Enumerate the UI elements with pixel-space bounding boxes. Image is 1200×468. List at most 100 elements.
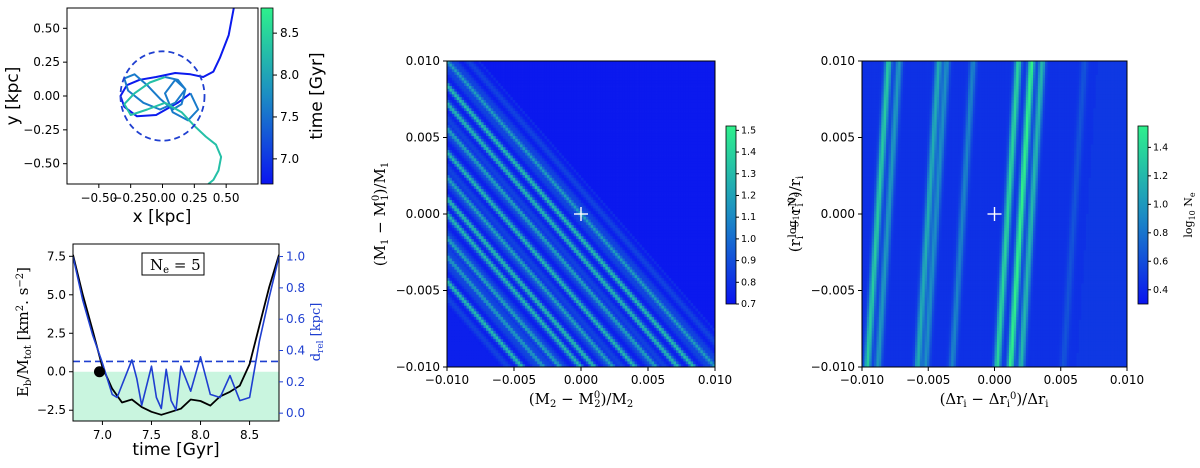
heatmap-cell bbox=[651, 136, 655, 140]
heatmap-cell bbox=[668, 141, 672, 145]
heatmap-cell bbox=[671, 169, 674, 173]
heatmap-cell bbox=[656, 133, 660, 137]
heatmap-cell bbox=[702, 80, 706, 84]
heatmap-cell bbox=[581, 155, 584, 159]
heatmap-cell bbox=[617, 163, 621, 168]
heatmap-cell bbox=[695, 61, 699, 65]
heatmap-cell bbox=[605, 152, 609, 156]
heatmap-cell bbox=[617, 119, 621, 123]
heatmap-cell bbox=[563, 113, 567, 118]
heatmap-cell bbox=[471, 83, 475, 87]
heatmap-cell bbox=[500, 141, 504, 145]
heatmap-cell bbox=[637, 124, 640, 129]
heatmap-cell bbox=[498, 72, 501, 76]
heatmap-cell bbox=[617, 105, 621, 109]
heatmap-cell bbox=[585, 158, 589, 162]
heatmap-cell bbox=[693, 152, 696, 156]
heatmap-cell bbox=[473, 63, 477, 67]
heatmap-cell bbox=[663, 127, 667, 131]
heatmap-cell bbox=[598, 86, 601, 90]
heatmap-cell bbox=[527, 119, 531, 123]
heatmap-cell bbox=[617, 86, 621, 90]
heatmap-cell bbox=[500, 144, 504, 148]
heatmap-cell bbox=[554, 69, 558, 73]
heatmap-cell bbox=[654, 113, 657, 118]
heatmap-cell bbox=[505, 77, 509, 81]
heatmap-cell bbox=[646, 91, 650, 95]
heatmap-cell bbox=[595, 183, 599, 187]
heatmap-cell bbox=[590, 83, 594, 87]
heatmap-cell bbox=[493, 66, 497, 70]
heatmap-cell bbox=[651, 99, 655, 104]
heatmap-cell bbox=[646, 130, 650, 134]
energy-y-tick-label-right: 0.4 bbox=[286, 344, 305, 358]
heatmap-cell bbox=[488, 141, 492, 145]
heatmap-cell bbox=[697, 130, 701, 134]
heatmap-cell bbox=[676, 119, 679, 123]
heatmap-cell bbox=[571, 122, 575, 126]
heatmap-cell bbox=[561, 86, 565, 90]
heatmap-cell bbox=[588, 61, 592, 65]
heatmap-cell bbox=[505, 138, 509, 143]
heatmap-cell bbox=[490, 77, 494, 81]
heatmap-cell bbox=[510, 66, 514, 70]
heatmap-cell bbox=[461, 124, 465, 129]
heatmap-cell bbox=[515, 108, 519, 112]
heatmap-cell bbox=[461, 102, 465, 106]
heatmap-cell bbox=[471, 172, 475, 176]
heatmap-cell bbox=[673, 136, 677, 140]
heatmap-cell bbox=[559, 99, 562, 104]
heatmap-cell bbox=[578, 127, 582, 131]
heatmap-cell bbox=[697, 69, 701, 73]
heatmap-cell bbox=[529, 86, 533, 90]
heatmap-cell bbox=[483, 83, 487, 87]
heatmap-cell bbox=[500, 86, 504, 90]
heatmap-cell bbox=[539, 66, 543, 70]
heatmap-cell bbox=[544, 88, 548, 92]
heatmap-cell bbox=[607, 122, 611, 126]
heatmap-cell bbox=[468, 72, 472, 76]
heatmap-cell bbox=[490, 97, 494, 101]
heatmap-cell bbox=[607, 130, 611, 134]
heatmap-cell bbox=[622, 122, 626, 126]
heatmap-cell bbox=[585, 113, 589, 118]
heatmap-cell bbox=[471, 141, 475, 145]
heatmap-cell bbox=[578, 74, 582, 79]
heatmap-cell bbox=[527, 127, 531, 131]
heatmap-cell bbox=[668, 61, 672, 65]
heatmap-cell bbox=[490, 122, 494, 126]
heatmap-cell bbox=[539, 69, 543, 73]
heatmap-cell bbox=[632, 175, 635, 179]
heatmap-cell bbox=[473, 166, 477, 170]
heatmap-cell bbox=[688, 177, 692, 182]
heatmap-cell bbox=[537, 116, 540, 120]
heatmap-cell bbox=[576, 102, 579, 106]
heatmap-cell bbox=[568, 141, 572, 145]
heatmap-cell bbox=[468, 172, 472, 176]
heatmap-cell bbox=[690, 130, 694, 134]
heatmap-cell bbox=[700, 172, 704, 176]
heatmap-cell bbox=[712, 99, 715, 104]
heatmap-cell bbox=[595, 77, 599, 81]
heatmap-cell bbox=[490, 158, 494, 162]
heatmap-cell bbox=[537, 66, 540, 70]
heatmap-cell bbox=[544, 163, 548, 168]
heatmap-cell bbox=[559, 61, 562, 65]
heatmap-cell bbox=[685, 111, 689, 115]
heatmap-cell bbox=[534, 177, 538, 182]
heatmap-cell bbox=[544, 150, 548, 154]
heatmap-cell bbox=[532, 130, 536, 134]
heatmap-cell bbox=[581, 91, 584, 95]
heatmap-cell bbox=[671, 119, 674, 123]
heatmap-cell bbox=[598, 136, 601, 140]
heatmap-cell bbox=[542, 94, 545, 98]
heatmap-cell bbox=[456, 175, 460, 179]
heatmap-cell bbox=[495, 66, 499, 70]
heatmap-cell bbox=[554, 91, 558, 95]
heatmap-cell bbox=[551, 124, 555, 129]
heatmap-cell bbox=[563, 152, 567, 156]
heatmap-cell bbox=[590, 86, 594, 90]
heatmap-cell bbox=[585, 74, 589, 79]
heatmap-cell bbox=[600, 102, 604, 106]
heatmap-cell bbox=[678, 163, 682, 168]
